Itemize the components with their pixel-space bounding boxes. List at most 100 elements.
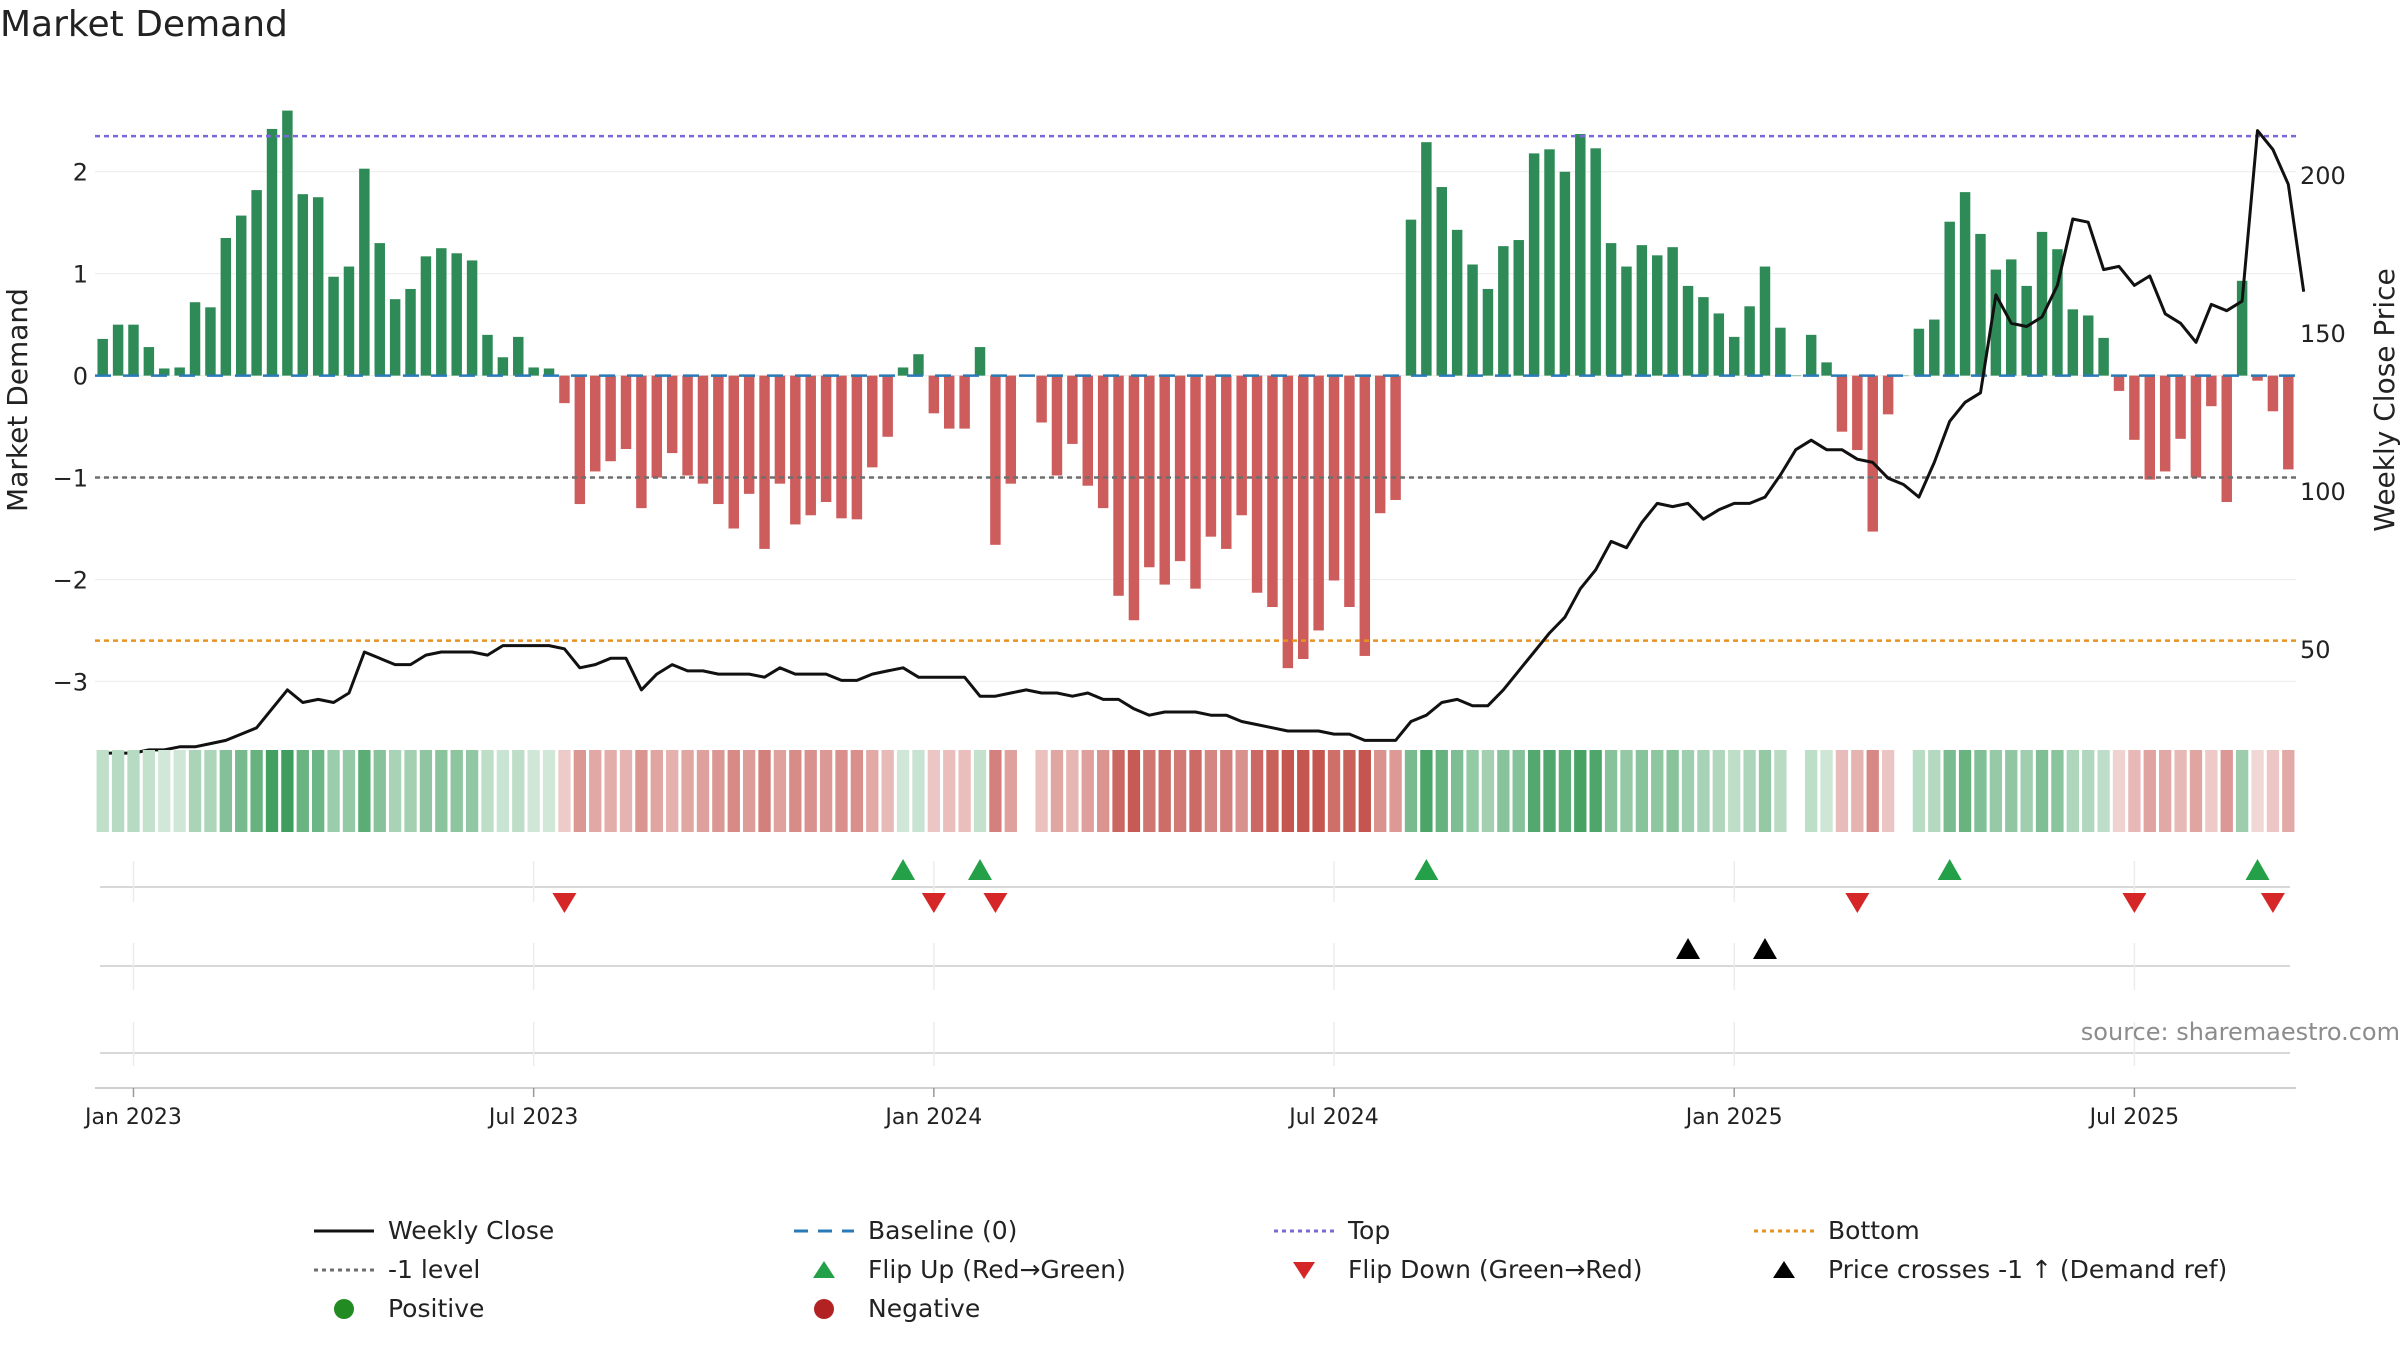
heat-cell — [2005, 750, 2018, 832]
demand-bar — [574, 375, 586, 505]
heat-cell — [650, 750, 663, 832]
demand-bar — [482, 334, 493, 376]
legend-dotted-icon — [314, 1268, 374, 1271]
legend-top: Top — [1272, 1216, 1390, 1245]
demand-bar — [1374, 375, 1386, 514]
demand-bar — [790, 375, 801, 525]
heat-cell — [850, 750, 864, 832]
demand-bar — [1267, 375, 1278, 608]
demand-bar — [1313, 375, 1324, 631]
demand-bar — [2082, 315, 2094, 376]
heat-cell — [2020, 750, 2033, 832]
heat-cell — [1604, 750, 1618, 832]
heat-cell — [2174, 750, 2187, 832]
heat-cell — [1327, 750, 1341, 832]
demand-bar — [2283, 375, 2294, 470]
flip-down-marker — [552, 893, 577, 913]
legend-positive: Positive — [312, 1294, 484, 1323]
heat-cell — [250, 750, 263, 832]
heat-cell — [1220, 750, 1233, 832]
demand-bar — [2159, 375, 2171, 472]
heat-cell — [589, 750, 602, 832]
demand-bar — [805, 375, 816, 516]
demand-bar — [543, 368, 555, 376]
heat-cell — [1004, 750, 1017, 832]
heat-cell — [1635, 750, 1649, 832]
demand-bar — [2236, 280, 2248, 376]
demand-bar — [1805, 334, 1817, 376]
heat-cell — [496, 750, 510, 832]
heat-cell — [819, 750, 833, 832]
demand-bar — [1667, 247, 1678, 376]
heat-cell — [1297, 750, 1310, 832]
heat-cell — [1189, 750, 1202, 832]
heat-cell — [2282, 750, 2295, 832]
flip-down-marker — [2122, 893, 2147, 913]
y2-tick-label: 200 — [2300, 162, 2346, 190]
legend-negative: Negative — [792, 1294, 980, 1323]
demand-bar — [1190, 375, 1201, 589]
demand-bar — [1852, 375, 1863, 451]
heat-cell — [989, 750, 1002, 832]
heat-cell — [712, 750, 725, 832]
heat-cell — [1851, 750, 1864, 832]
demand-bar — [1867, 375, 1878, 532]
heat-cell — [742, 750, 756, 832]
heat-cell — [1158, 750, 1171, 832]
heat-cell — [2251, 750, 2264, 832]
demand-bar — [867, 375, 878, 468]
heat-cell — [1651, 750, 1664, 832]
flip-down-marker — [921, 893, 946, 913]
demand-bar — [1944, 221, 1955, 376]
heat-cell — [188, 750, 202, 832]
heat-cell — [1574, 750, 1587, 832]
heat-cell — [404, 750, 417, 832]
demand-bar — [205, 307, 216, 376]
heat-cell — [1389, 750, 1402, 832]
heat-cell — [2051, 750, 2064, 832]
demand-bar — [2052, 249, 2063, 376]
demand-bar — [2221, 375, 2232, 503]
demand-bar — [974, 347, 986, 376]
heat-cell — [1805, 750, 1818, 832]
heat-cell — [1743, 750, 1756, 832]
heat-cell — [2266, 750, 2280, 832]
legend-flip-up: Flip Up (Red→Green) — [792, 1255, 1126, 1284]
flip-up-marker — [968, 859, 993, 880]
heat-cell — [1728, 750, 1741, 832]
demand-bar — [1005, 375, 1017, 484]
demand-bar — [513, 336, 524, 376]
demand-bar — [2006, 259, 2017, 376]
heat-cell — [1343, 750, 1356, 832]
y-tick-label: 1 — [73, 261, 88, 289]
demand-bar — [636, 375, 647, 509]
flip-down-marker — [983, 893, 1008, 913]
heat-cell — [1404, 750, 1418, 832]
heat-cell — [1928, 750, 1941, 832]
market-demand-chart: −3 −2 −1 0 1 2 50 100 150 200 Market Demand Weekly … — [1, 110, 2400, 1130]
demand-bar — [1221, 375, 1232, 549]
demand-bar — [2267, 375, 2279, 412]
demand-bar — [97, 338, 108, 376]
demand-bar — [1113, 375, 1124, 596]
heat-cell — [773, 750, 787, 832]
flip-up-marker — [2245, 859, 2270, 880]
demand-bar — [1328, 375, 1340, 581]
heat-cell — [1989, 750, 2003, 832]
demand-bar — [1144, 375, 1155, 568]
demand-bar — [728, 375, 739, 529]
heat-cell — [1204, 750, 1218, 832]
heat-cell — [204, 750, 217, 832]
legend-dotted-icon — [1754, 1229, 1814, 1232]
demand-bar — [343, 266, 355, 376]
heat-cell — [342, 750, 356, 832]
demand-bar — [251, 190, 262, 376]
demand-bar — [2098, 337, 2109, 376]
heat-cell — [727, 750, 740, 832]
demand-bar — [174, 367, 185, 376]
demand-bar — [990, 375, 1001, 545]
demand-bar — [2021, 285, 2032, 376]
demand-bar — [1713, 313, 1725, 376]
heat-cell — [111, 750, 125, 832]
heat-cell — [1974, 750, 1987, 832]
